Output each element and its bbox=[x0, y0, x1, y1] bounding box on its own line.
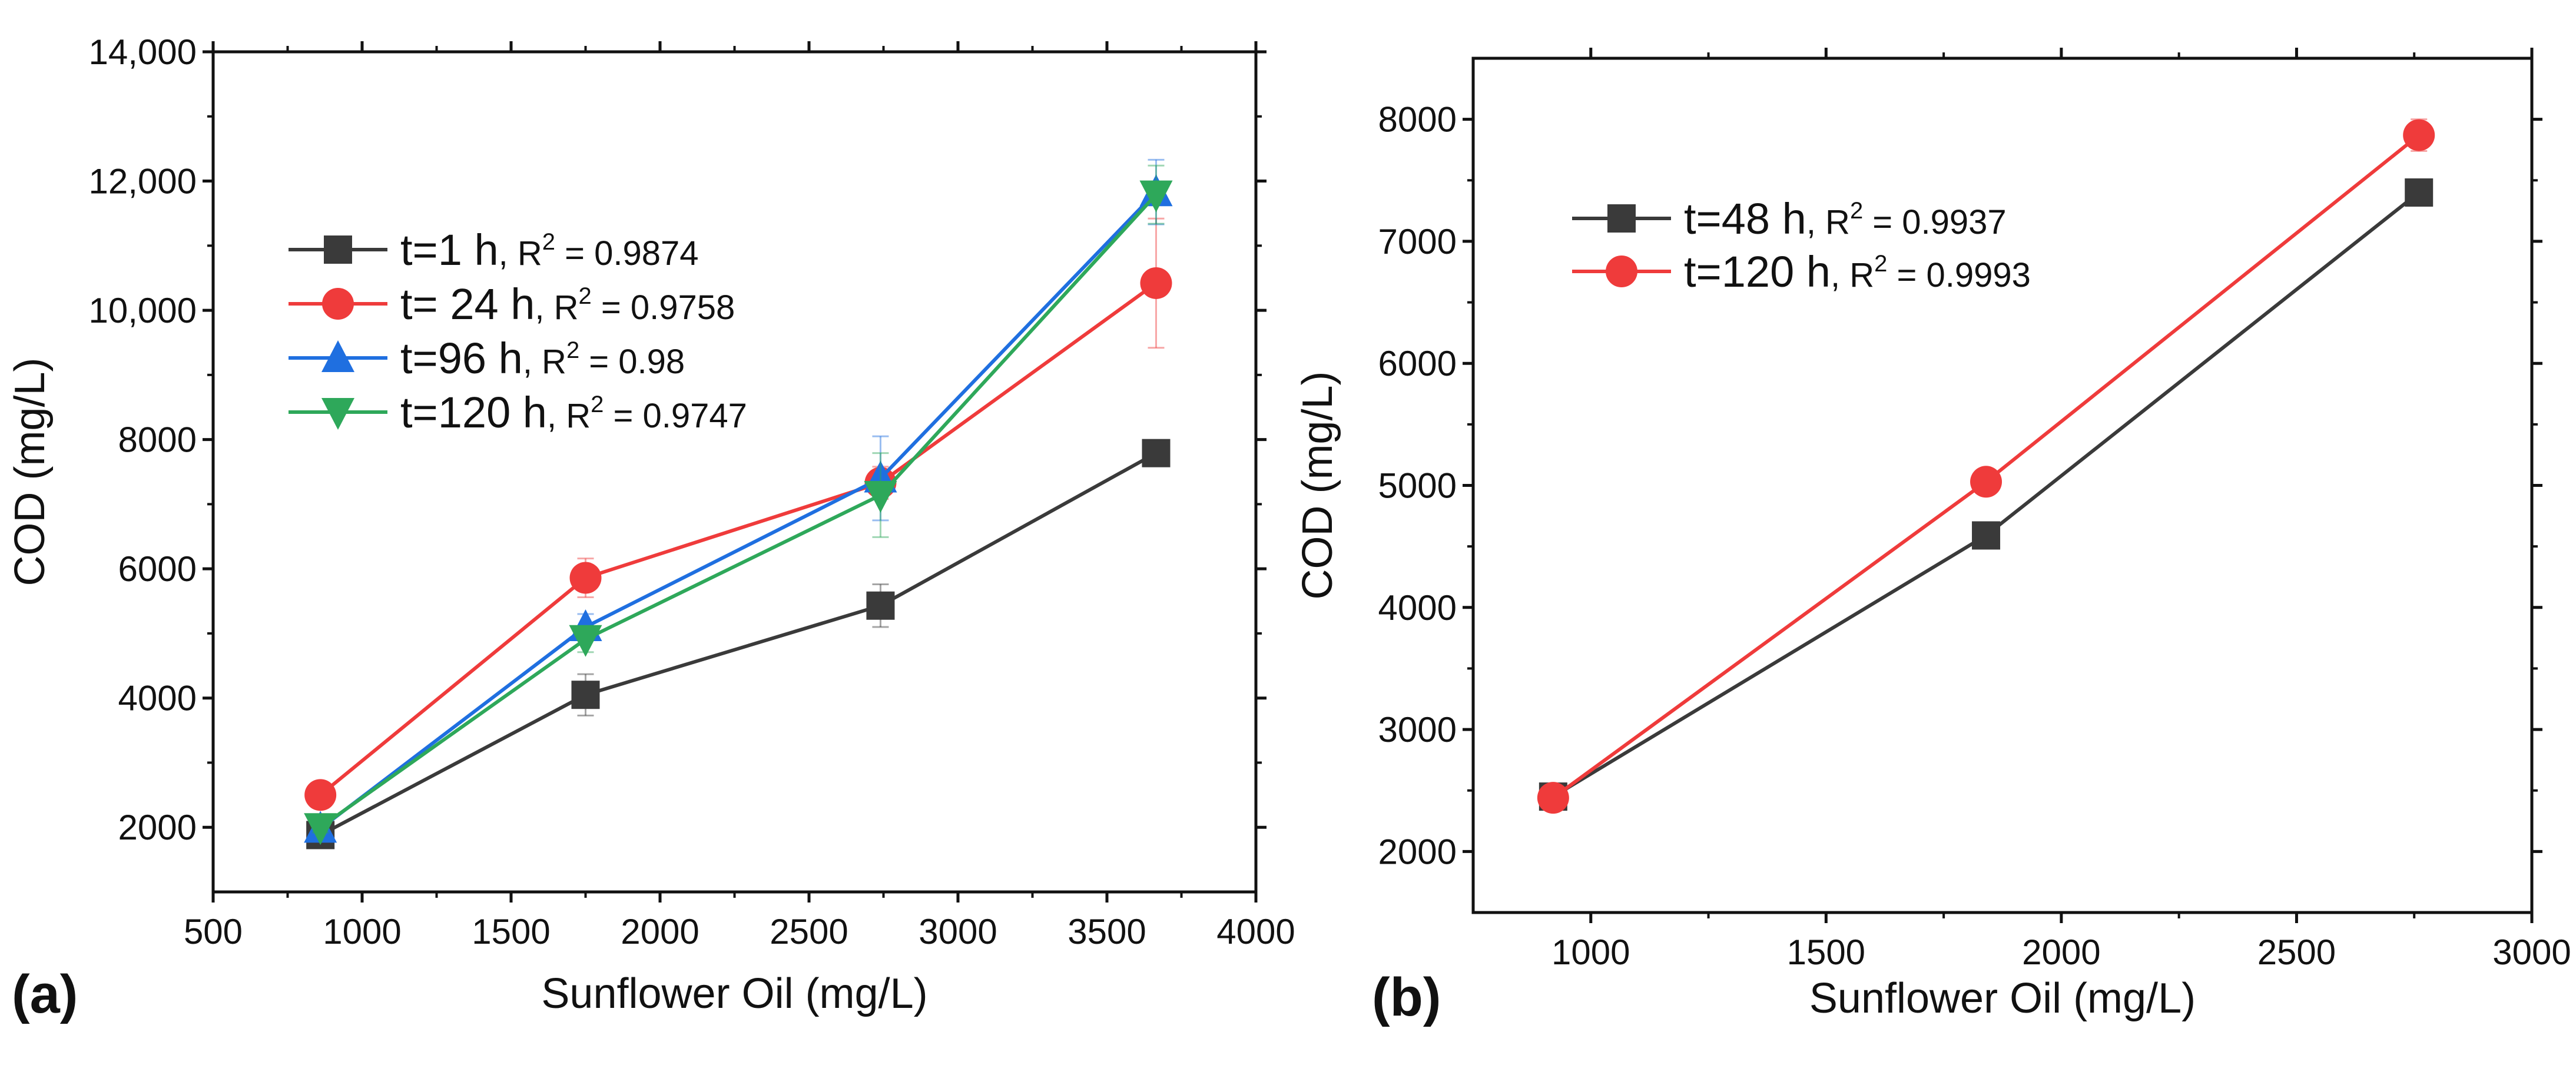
data-point bbox=[569, 562, 602, 594]
x-tick-label: 1000 bbox=[323, 912, 401, 951]
y-tick-label: 10,000 bbox=[88, 291, 197, 330]
legend-marker bbox=[324, 235, 352, 264]
data-point bbox=[304, 813, 337, 845]
legend-label: t=48 h, R2 = 0.9937 bbox=[1684, 194, 2007, 243]
x-tick-label: 3000 bbox=[919, 912, 997, 951]
x-tick-label: 2500 bbox=[2257, 933, 2336, 972]
legend-name: t= 24 h bbox=[400, 280, 535, 329]
x-tick-label: 2000 bbox=[2022, 933, 2100, 972]
legend-marker bbox=[1606, 256, 1637, 287]
y-tick-label: 12,000 bbox=[88, 162, 197, 201]
x-tick-label: 1500 bbox=[472, 912, 550, 951]
legend-r2-value: = 0.98 bbox=[579, 343, 685, 381]
data-point bbox=[1972, 521, 2001, 550]
legend-r2: , R bbox=[547, 397, 591, 435]
legend-r2: , R bbox=[1806, 203, 1850, 241]
y-tick-label: 14,000 bbox=[88, 32, 197, 72]
y-tick-label: 2000 bbox=[1378, 832, 1457, 871]
y-tick-label: 6000 bbox=[118, 549, 197, 589]
y-tick-label: 7000 bbox=[1378, 222, 1457, 261]
y-tick-label: 4000 bbox=[1378, 588, 1457, 628]
data-point bbox=[569, 625, 602, 657]
legend-r2-sup: 2 bbox=[578, 283, 591, 309]
legend-r2-sup: 2 bbox=[591, 392, 604, 417]
series-line bbox=[319, 191, 1158, 830]
legend-label: t=120 h, R2 = 0.9747 bbox=[400, 388, 747, 437]
legend-r2-sup: 2 bbox=[542, 229, 555, 255]
legend-r2-value: = 0.9747 bbox=[604, 397, 747, 435]
x-axis-label: Sunflower Oil (mg/L) bbox=[541, 970, 927, 1017]
legend-marker bbox=[321, 340, 354, 372]
legend-name: t=96 h bbox=[400, 334, 523, 383]
legend-name: t=1 h bbox=[400, 225, 499, 274]
x-tick-label: 2500 bbox=[770, 912, 848, 951]
series-line bbox=[319, 452, 1157, 837]
x-axis-label: Sunflower Oil (mg/L) bbox=[1809, 975, 2196, 1022]
legend-r2: , R bbox=[535, 288, 578, 327]
y-tick-label: 4000 bbox=[118, 679, 197, 718]
data-point bbox=[1139, 180, 1173, 213]
y-tick-label: 8000 bbox=[1378, 100, 1457, 140]
legend-marker bbox=[1607, 204, 1636, 233]
legend-marker bbox=[321, 398, 354, 430]
legend-r2: , R bbox=[499, 234, 542, 273]
data-point bbox=[1537, 782, 1569, 814]
x-tick-label: 3500 bbox=[1067, 912, 1146, 951]
x-tick-label: 3000 bbox=[2492, 933, 2571, 972]
y-tick-label: 5000 bbox=[1378, 466, 1457, 506]
y-axis-label: COD (mg/L) bbox=[1294, 371, 1341, 599]
data-point bbox=[866, 591, 895, 620]
x-tick-label: 1500 bbox=[1787, 933, 1865, 972]
legend-r2-sup: 2 bbox=[566, 337, 579, 363]
legend-label: t=1 h, R2 = 0.9874 bbox=[400, 225, 699, 274]
legend-r2: , R bbox=[523, 343, 566, 381]
data-point bbox=[1142, 439, 1171, 467]
series-t-120-h: t=120 h, R2 = 0.9993 bbox=[1537, 118, 2435, 814]
series-t-24-h: t= 24 h, R2 = 0.9758 bbox=[289, 217, 1172, 811]
data-point bbox=[2405, 178, 2434, 207]
series-t-120-h: t=120 h, R2 = 0.9747 bbox=[289, 164, 1173, 845]
x-tick-label: 1000 bbox=[1551, 933, 1630, 972]
legend-r2-value: = 0.9937 bbox=[1863, 203, 2007, 241]
x-tick-label: 4000 bbox=[1216, 912, 1295, 951]
legend-name: t=120 h bbox=[1684, 247, 1831, 296]
panel-b: 1000 1500 2000 2500 3000 2000 3000 4000 5000 6000… bbox=[1294, 48, 2571, 1027]
data-point bbox=[571, 681, 600, 709]
y-tick-label: 6000 bbox=[1378, 344, 1457, 383]
legend-marker bbox=[322, 288, 354, 320]
panel-label: (b) bbox=[1372, 967, 1441, 1027]
legend-r2-value: = 0.9993 bbox=[1887, 256, 2031, 294]
legend-label: t= 24 h, R2 = 0.9758 bbox=[400, 280, 735, 329]
legend-name: t=48 h bbox=[1684, 194, 1806, 243]
data-point bbox=[304, 779, 337, 811]
y-tick-label: 3000 bbox=[1378, 710, 1457, 749]
x-tick-label: 500 bbox=[184, 912, 243, 951]
y-tick-label: 8000 bbox=[118, 420, 197, 460]
legend-r2: , R bbox=[1831, 256, 1874, 294]
legend-label: t=96 h, R2 = 0.98 bbox=[400, 334, 685, 383]
legend-r2-sup: 2 bbox=[1874, 251, 1887, 277]
y-tick-label: 2000 bbox=[118, 808, 197, 847]
series-line bbox=[319, 193, 1158, 829]
y-axis-label: COD (mg/L) bbox=[6, 357, 54, 586]
panel-a: 500 1000 1500 2000 2500 3000 3500 4000 2000 4000 6… bbox=[6, 32, 1295, 1024]
legend-label: t=120 h, R2 = 0.9993 bbox=[1684, 247, 2031, 296]
legend-r2-value: = 0.9758 bbox=[592, 288, 735, 327]
data-point bbox=[1140, 267, 1172, 299]
legend-r2-sup: 2 bbox=[1850, 198, 1863, 224]
x-tick-label: 2000 bbox=[621, 912, 699, 951]
plot-frame bbox=[211, 50, 1258, 894]
plot-frame bbox=[1471, 57, 2534, 914]
panel-label: (a) bbox=[12, 964, 78, 1024]
legend-r2-value: = 0.9874 bbox=[555, 234, 699, 273]
data-point bbox=[2403, 119, 2435, 151]
data-point bbox=[1970, 466, 2003, 498]
data-point bbox=[864, 481, 897, 513]
series-line bbox=[319, 281, 1158, 797]
legend-name: t=120 h bbox=[400, 388, 547, 437]
